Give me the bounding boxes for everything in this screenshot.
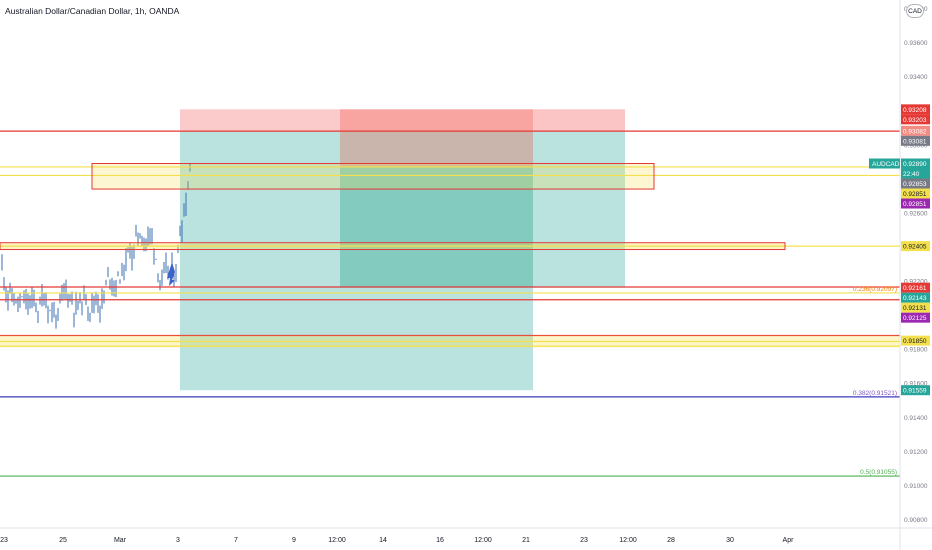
price-tick-2: 0.93400 (904, 74, 928, 81)
symbol-tag-bg (869, 158, 900, 169)
price-label-14: 0.91850 (903, 338, 927, 345)
time-tick-7: 14 (379, 537, 387, 544)
time-tick-8: 16 (436, 537, 444, 544)
price-label-bg-9 (901, 241, 930, 252)
time-tick-4: 7 (234, 537, 238, 544)
price-label-bg-2 (901, 125, 930, 136)
stop-zone-right (533, 109, 625, 132)
price-label-9: 0.92405 (903, 244, 927, 251)
price-label-4: 0.92890 (903, 161, 927, 168)
price-label-10: 0.92161 (903, 285, 927, 292)
overlap-zone (340, 131, 533, 167)
target-zone-dark (340, 166, 533, 288)
time-tick-1: 25 (59, 537, 67, 544)
fib-labels: 0.382(0.91521) 0.5(0.91055) 0.236(0.92097) (853, 286, 897, 476)
price-label-bg-13 (901, 312, 930, 323)
rectangle-drawings[interactable] (0, 163, 900, 348)
support-box (0, 242, 786, 251)
arrow-marker (167, 262, 175, 286)
price-label-0: 0.93208 (903, 107, 927, 114)
time-tick-3: 3 (176, 537, 180, 544)
price-tick-12: 0.90800 (904, 517, 928, 524)
fib-label-2: 0.236(0.92097) (853, 286, 897, 293)
price-tick-9: 0.91400 (904, 415, 928, 422)
price-tick-4: 0.92600 (904, 210, 928, 217)
symbol-tag: AUDCAD (872, 161, 900, 168)
price-label-bg-8 (901, 198, 930, 209)
target-zone-right (533, 131, 625, 288)
price-label-2: 0.93082 (903, 128, 927, 135)
price-label-bg-14 (901, 335, 930, 346)
price-label-bg-5 (901, 168, 930, 179)
price-label-bg-3 (901, 135, 930, 146)
chart-title: Australian Dollar/Canadian Dollar, 1h, O… (5, 6, 180, 16)
price-label-bg-12 (901, 302, 930, 313)
price-tick-8: 0.91600 (904, 381, 928, 388)
price-label-5: 22:40 (903, 171, 920, 178)
price-label-bg-0 (901, 104, 930, 115)
price-label-bg-11 (901, 292, 930, 303)
time-axis[interactable]: 23 25 Mar 3 7 9 12:00 14 16 12:00 21 23 12:00 28 30 Apr (0, 527, 932, 544)
price-label-13: 0.92125 (903, 315, 927, 322)
price-label-15: 0.91559 (903, 388, 927, 395)
time-tick-9: 12:00 (474, 537, 492, 544)
demand-band (0, 335, 900, 348)
time-tick-2: Mar (114, 537, 127, 544)
resistance-box (91, 163, 655, 190)
price-tick-10: 0.91200 (904, 449, 928, 456)
price-label-3: 0.93081 (903, 138, 927, 145)
time-tick-15: Apr (783, 537, 795, 544)
price-label-bg-7 (901, 188, 930, 199)
price-label-bg-15 (901, 385, 930, 396)
price-label-bg-1 (901, 114, 930, 125)
time-tick-12: 12:00 (619, 537, 637, 544)
fib-label-1: 0.5(0.91055) (860, 469, 897, 476)
price-tick-7: 0.91800 (904, 347, 928, 354)
time-tick-14: 30 (726, 537, 734, 544)
price-axis-background (900, 0, 932, 550)
price-label-7: 0.92851 (903, 191, 927, 198)
price-label-bg-6 (901, 178, 930, 189)
price-label-12: 0.92131 (903, 305, 927, 312)
time-tick-10: 21 (522, 537, 530, 544)
position-zones[interactable] (180, 109, 625, 391)
price-axis[interactable]: 0.938000.936000.934000.930000.926000.922… (869, 0, 932, 550)
currency-button[interactable]: CAD (906, 4, 924, 18)
price-tick-5: 0.92200 (904, 279, 928, 286)
price-tick-11: 0.91000 (904, 483, 928, 490)
price-label-6: 0.92853 (903, 181, 927, 188)
price-label-1: 0.93203 (903, 117, 927, 124)
price-label-8: 0.92851 (903, 201, 927, 208)
time-tick-11: 23 (580, 537, 588, 544)
time-tick-6: 12:00 (328, 537, 346, 544)
horizontal-lines[interactable] (0, 130, 900, 477)
time-tick-5: 9 (292, 537, 296, 544)
stop-zone-dark (340, 109, 533, 132)
fib-label-0: 0.382(0.91521) (853, 390, 897, 397)
time-tick-0: 23 (0, 537, 8, 544)
price-tick-1: 0.93600 (904, 40, 928, 47)
price-label-11: 0.92143 (903, 295, 927, 302)
price-label-bg-4 (901, 158, 930, 169)
price-label-bg-10 (901, 282, 930, 293)
time-tick-13: 28 (667, 537, 675, 544)
